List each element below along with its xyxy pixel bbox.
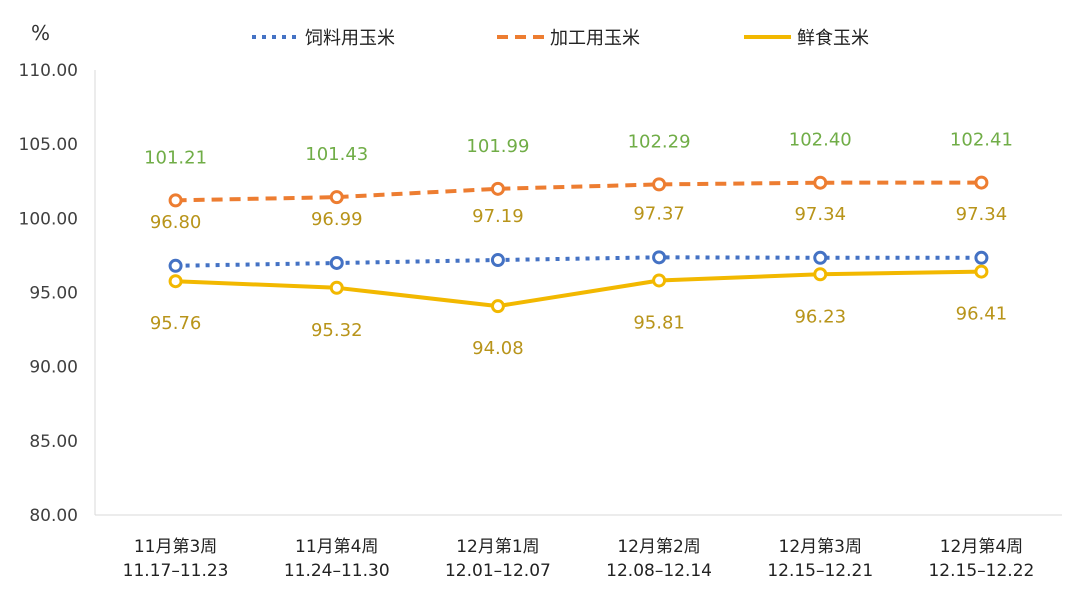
data-label: 102.29 [628, 131, 691, 152]
x-category-week-label: 12月第3周 [779, 537, 862, 557]
data-point-marker [813, 175, 828, 190]
data-label: 102.41 [950, 130, 1013, 151]
data-point-marker [490, 181, 505, 196]
legend-label: 鲜食玉米 [797, 28, 869, 49]
data-point-marker [329, 280, 344, 295]
data-point-marker [813, 250, 828, 265]
x-category-week-label: 11月第3周 [134, 537, 217, 557]
x-category-date-label: 12.01–12.07 [445, 561, 551, 581]
data-label: 94.08 [472, 338, 524, 359]
data-label: 95.32 [311, 320, 363, 341]
data-point-marker [329, 255, 344, 270]
y-tick-label: 105.00 [19, 135, 78, 155]
data-point-marker [490, 299, 505, 314]
x-category-week-label: 12月第4周 [940, 537, 1023, 557]
y-tick-label: 85.00 [29, 432, 78, 452]
x-category-date-label: 11.17–11.23 [123, 561, 229, 581]
y-tick-label: 110.00 [19, 61, 78, 81]
data-label: 96.80 [150, 212, 202, 233]
data-label: 95.76 [150, 313, 202, 334]
data-point-marker [974, 175, 989, 190]
data-label: 101.99 [466, 136, 529, 157]
y-tick-label: 80.00 [29, 506, 78, 526]
x-category-date-label: 12.08–12.14 [606, 561, 712, 581]
data-label: 96.99 [311, 209, 363, 230]
x-category-week-label: 12月第2周 [617, 537, 700, 557]
y-unit-label: % [31, 21, 50, 45]
legend-label: 饲料用玉米 [305, 28, 395, 49]
data-point-marker [813, 267, 828, 282]
data-point-marker [652, 177, 667, 192]
data-point-marker [168, 258, 183, 273]
data-point-marker [974, 264, 989, 279]
y-tick-label: 90.00 [29, 358, 78, 378]
data-label: 95.81 [633, 312, 685, 333]
y-tick-label: 95.00 [29, 284, 78, 304]
data-label: 97.34 [794, 204, 846, 225]
data-point-marker [168, 193, 183, 208]
legend-label: 加工用玉米 [550, 28, 640, 49]
x-category-date-label: 12.15–12.21 [767, 561, 873, 581]
data-point-marker [974, 250, 989, 265]
series-line [175, 269, 982, 309]
data-label: 102.40 [789, 130, 852, 151]
series-line [175, 180, 982, 203]
x-category-week-label: 12月第1周 [456, 537, 539, 557]
data-label: 96.23 [794, 306, 846, 327]
data-point-marker [490, 253, 505, 268]
x-category-week-label: 11月第4周 [295, 537, 378, 557]
x-category-date-label: 12.15–12.22 [928, 561, 1034, 581]
x-category-date-label: 11.24–11.30 [284, 561, 390, 581]
data-label: 97.37 [633, 203, 685, 224]
data-label: 101.43 [305, 144, 368, 165]
data-label: 101.21 [144, 147, 207, 168]
data-point-marker [652, 273, 667, 288]
data-label: 96.41 [956, 304, 1008, 325]
data-point-marker [652, 250, 667, 265]
data-label: 97.34 [956, 204, 1008, 225]
data-point-marker [168, 274, 183, 289]
series-line [175, 255, 982, 268]
data-point-marker [329, 190, 344, 205]
data-label: 97.19 [472, 206, 524, 227]
y-tick-label: 100.00 [19, 209, 78, 229]
